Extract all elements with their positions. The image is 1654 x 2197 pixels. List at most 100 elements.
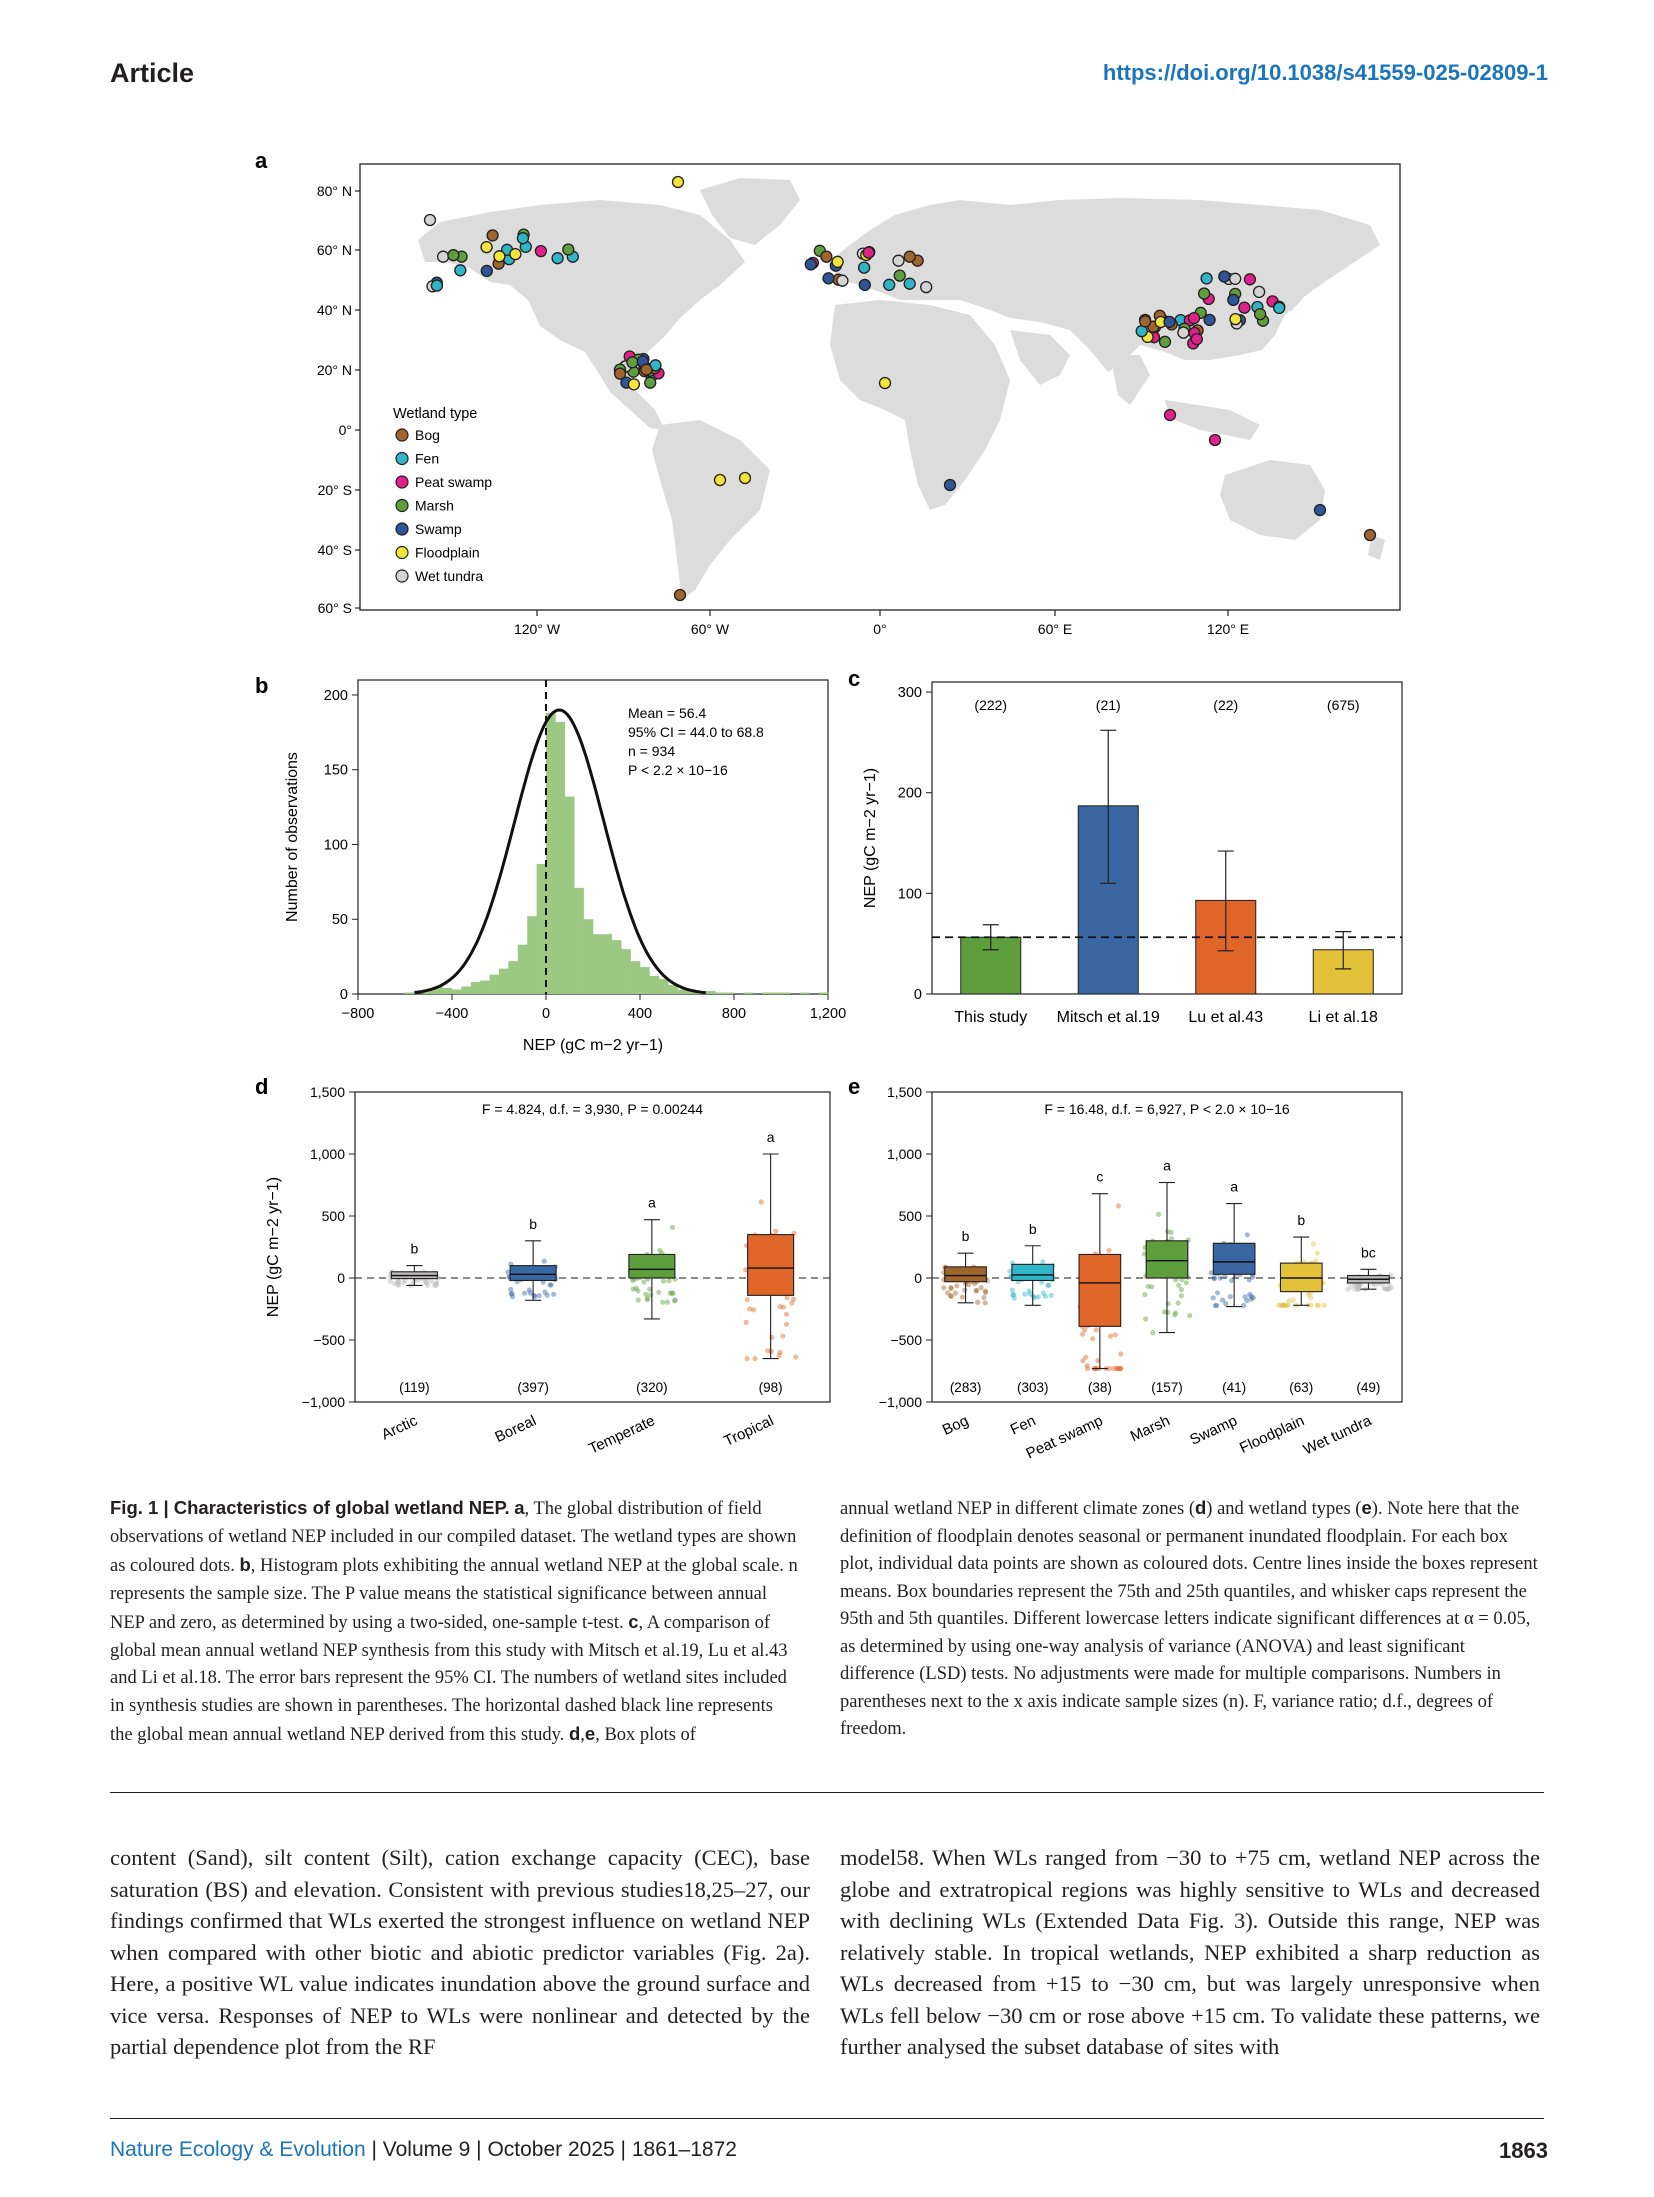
data-point [647, 1286, 653, 1292]
data-point [672, 1298, 678, 1304]
legend-label: Peat swamp [415, 474, 492, 490]
data-point [1353, 1284, 1359, 1290]
data-point [773, 1228, 779, 1234]
data-point [1223, 1301, 1229, 1307]
data-point [1345, 1286, 1351, 1292]
histogram-bar [499, 968, 509, 994]
site-dot [480, 240, 493, 254]
significance-letter: b [1029, 1221, 1037, 1237]
site-dot [857, 261, 871, 274]
data-point [1212, 1303, 1218, 1309]
data-point [1172, 1312, 1178, 1318]
significance-letter: b [410, 1241, 418, 1257]
data-point [1242, 1294, 1248, 1300]
site-dot [673, 588, 687, 602]
significance-letter: a [767, 1129, 775, 1145]
box [1145, 1240, 1189, 1279]
data-point [1305, 1291, 1311, 1297]
data-point [1308, 1302, 1314, 1308]
y-tick-label: 1,500 [310, 1084, 345, 1100]
data-point [527, 1290, 533, 1296]
data-point [1165, 1301, 1171, 1307]
data-point [1172, 1310, 1179, 1316]
y-tick-label: 100 [898, 886, 922, 902]
data-point [1080, 1358, 1086, 1364]
data-point [789, 1300, 795, 1306]
site-dot [1163, 408, 1177, 422]
data-point [1352, 1286, 1358, 1292]
data-point [508, 1291, 514, 1297]
histogram-bar [480, 980, 490, 994]
histogram-bar [649, 976, 660, 994]
data-point [1093, 1327, 1099, 1333]
data-point [948, 1285, 954, 1291]
data-point [672, 1297, 678, 1303]
data-point [425, 1282, 431, 1288]
data-point [1244, 1232, 1250, 1238]
data-point [1084, 1365, 1091, 1372]
data-point [1381, 1285, 1387, 1291]
anova-stat: F = 4.824, d.f. = 3,930, P = 0.00244 [482, 1101, 703, 1117]
data-point [1290, 1297, 1296, 1303]
lat-tick: 80° N [317, 183, 352, 199]
site-dot [713, 473, 727, 487]
data-point [1149, 1284, 1155, 1290]
legend-label: Swamp [415, 521, 462, 537]
category-label: Floodplain [1237, 1412, 1307, 1457]
histogram-bar [508, 961, 519, 994]
data-point [784, 1295, 790, 1301]
lat-tick: 20° N [317, 362, 352, 378]
data-point [780, 1333, 786, 1339]
histogram-bar [658, 979, 669, 994]
data-point [1215, 1290, 1221, 1296]
caption-run: c [628, 1611, 639, 1632]
data-point [975, 1299, 981, 1305]
site-dot [1238, 301, 1251, 314]
site-dot [562, 243, 575, 256]
site-dot [903, 277, 916, 290]
data-point [1250, 1295, 1256, 1301]
x-tick-label: 400 [628, 1006, 652, 1022]
data-point [1220, 1297, 1226, 1303]
y-tick-label: 0 [914, 987, 922, 1003]
data-point [1248, 1293, 1254, 1299]
data-point [667, 1290, 673, 1296]
data-point [548, 1282, 554, 1288]
site-dot [1200, 272, 1213, 285]
figure-caption-left: Fig. 1 | Characteristics of global wetla… [110, 1494, 800, 1750]
data-point [1115, 1365, 1121, 1372]
y-tick-label: −500 [313, 1332, 345, 1348]
y-tick-label: 0 [914, 1270, 922, 1286]
data-point [1284, 1302, 1290, 1308]
data-point [1111, 1365, 1117, 1372]
y-axis-label: NEP (gC m−2 yr−1) [862, 768, 879, 908]
climate-box-panel: b (119) Arctic b (397) Boreal a (320) Temperate a… [265, 1084, 831, 1458]
data-point [1384, 1286, 1390, 1292]
data-point [1150, 1330, 1156, 1336]
data-point [1030, 1293, 1036, 1300]
site-dot [1208, 433, 1222, 447]
lat-tick: 40° S [318, 542, 352, 558]
data-point [1280, 1302, 1287, 1308]
data-point [660, 1299, 666, 1305]
significance-letter: a [1230, 1179, 1238, 1195]
significance-letter: a [648, 1195, 656, 1211]
data-point [395, 1281, 401, 1287]
lat-tick: 20° S [318, 482, 352, 498]
data-point [542, 1289, 548, 1295]
site-dot [613, 367, 627, 380]
y-tick-label: 300 [898, 685, 922, 701]
figure-1: a b c d e [255, 148, 1403, 1463]
site-dot [858, 278, 871, 292]
doi-link[interactable]: https://doi.org/10.1038/s41559-025-02809… [1102, 60, 1548, 85]
histogram-bar [423, 991, 434, 994]
x-axis-label: NEP (gC m−2 yr−1) [523, 1037, 663, 1054]
data-point [783, 1311, 790, 1317]
data-point [1026, 1288, 1032, 1294]
data-point [952, 1290, 959, 1296]
journal-name[interactable]: Nature Ecology & Evolution [110, 2138, 366, 2161]
panel-label-d: d [255, 1074, 268, 1099]
histogram-bar [602, 934, 613, 994]
sample-size: (320) [636, 1380, 668, 1395]
site-dot [493, 250, 506, 263]
